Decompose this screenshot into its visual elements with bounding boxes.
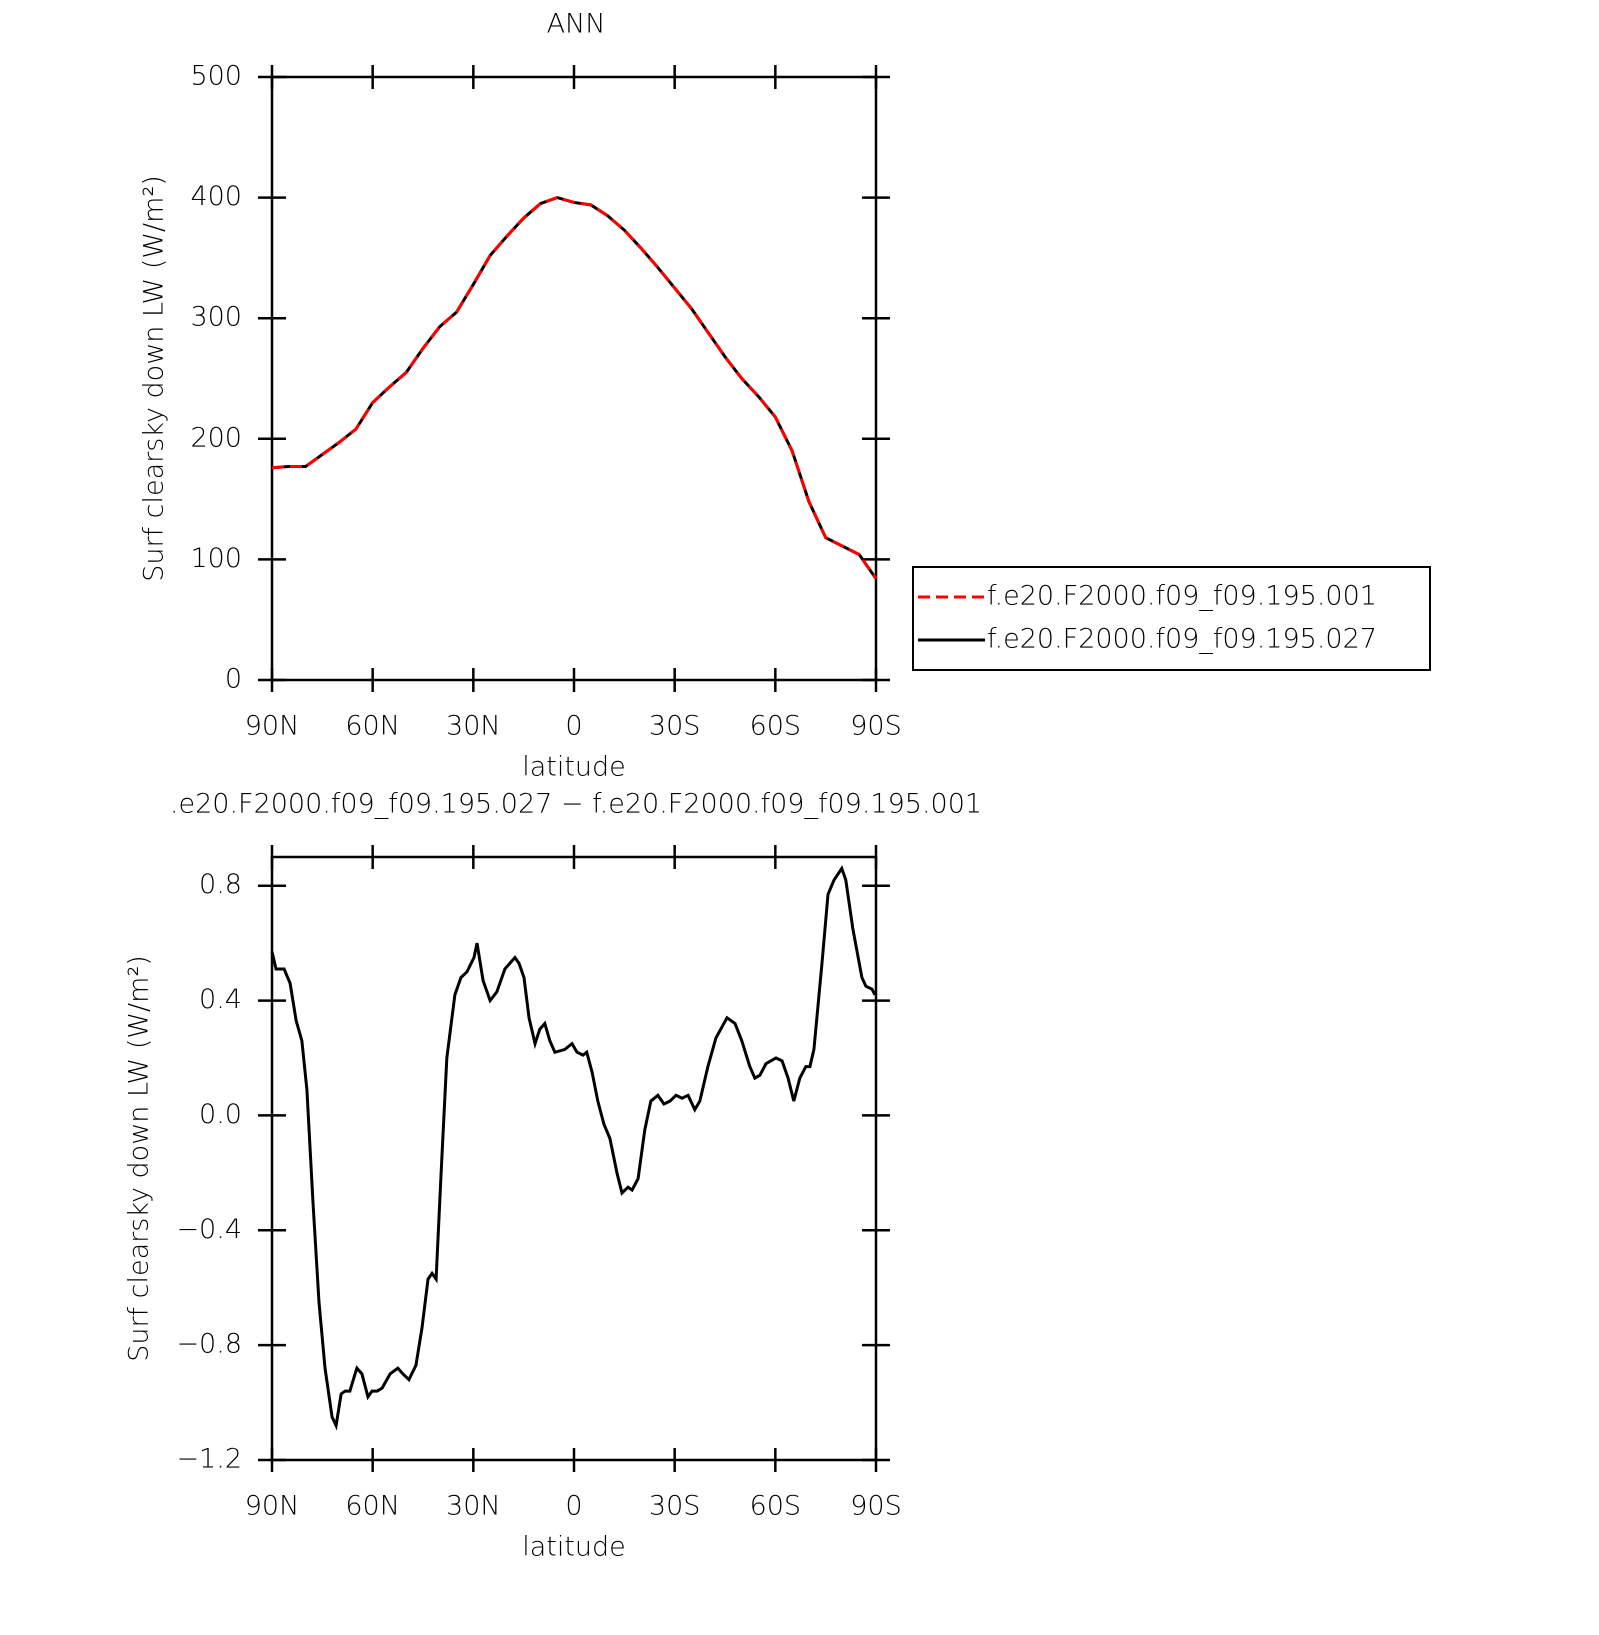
y-tick-label: −1.2 (176, 1444, 242, 1475)
data-line (270, 865, 877, 1431)
x-tick-label: 30N (446, 1491, 501, 1522)
x-tick-label: 60S (750, 711, 802, 742)
x-tick-label: 30N (446, 711, 501, 742)
x-tick-label: 30S (649, 711, 701, 742)
y-tick-label: 400 (190, 181, 242, 212)
y-tick-label: 200 (190, 422, 242, 453)
x-tick-label: 30S (649, 1491, 701, 1522)
y-tick-label: 0.8 (199, 869, 242, 900)
plot-frame (270, 855, 878, 1462)
x-axis-label: latitude (522, 752, 626, 783)
legend-box (912, 566, 1431, 671)
x-tick-label: 90S (850, 1491, 902, 1522)
x-tick-label: 90S (850, 711, 902, 742)
y-axis-label: Surf clearsky down LW (W/m²) (124, 955, 155, 1362)
x-tick-label: 0 (565, 711, 582, 742)
data-line (271, 196, 878, 580)
x-tick-label: 0 (565, 1491, 582, 1522)
y-tick-label: 0.4 (199, 984, 242, 1015)
y-axis-label: Surf clearsky down LW (W/m²) (139, 175, 170, 582)
legend-label: f.e20.F2000.f09_f09.195.001 (987, 581, 1377, 612)
y-tick-label: 100 (190, 543, 242, 574)
plot-frame (270, 75, 878, 682)
y-tick-label: 500 (190, 61, 242, 92)
y-tick-label: −0.4 (176, 1214, 242, 1245)
x-tick-label: 90N (245, 1491, 300, 1522)
data-line (271, 196, 878, 580)
x-tick-label: 90N (245, 711, 300, 742)
x-tick-label: 60N (345, 711, 400, 742)
y-tick-label: 300 (190, 302, 242, 333)
x-axis-label: latitude (522, 1532, 626, 1563)
y-tick-label: −0.8 (176, 1329, 242, 1360)
y-tick-label: 0 (225, 664, 242, 695)
chart-title: ANN (547, 9, 606, 40)
y-tick-label: 0.0 (199, 1099, 242, 1130)
chart-title: .e20.F2000.f09_f09.195.027 − f.e20.F2000… (170, 789, 982, 820)
x-tick-label: 60N (345, 1491, 400, 1522)
x-tick-label: 60S (750, 1491, 802, 1522)
legend-label: f.e20.F2000.f09_f09.195.027 (987, 624, 1377, 655)
